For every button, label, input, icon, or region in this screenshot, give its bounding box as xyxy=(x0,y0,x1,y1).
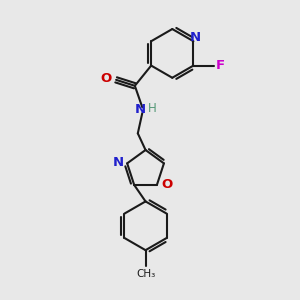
Text: N: N xyxy=(112,156,124,169)
Text: F: F xyxy=(216,59,225,72)
Text: CH₃: CH₃ xyxy=(136,269,155,279)
Text: N: N xyxy=(135,103,146,116)
Text: O: O xyxy=(161,178,172,191)
Text: H: H xyxy=(148,102,157,115)
Text: O: O xyxy=(101,72,112,85)
Text: N: N xyxy=(190,31,201,44)
